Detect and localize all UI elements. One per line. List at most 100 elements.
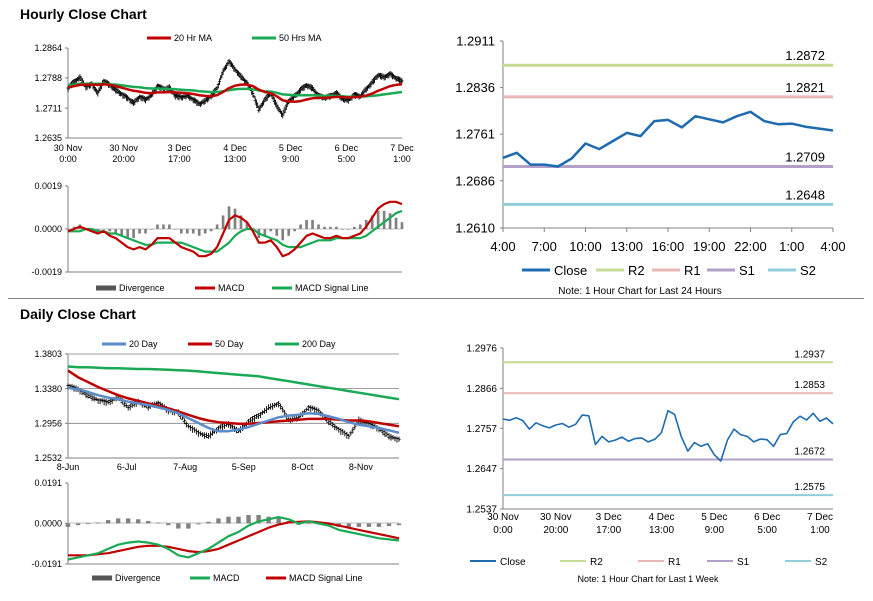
hm-legend-divergence-swatch (96, 285, 116, 291)
wk-level-label-s1: 1.2672 (794, 446, 825, 457)
dp-xtick-label: 7-Aug (173, 462, 197, 472)
hp-ytick-label: 1.2635 (34, 133, 62, 143)
hm-divergence-bar (191, 229, 195, 234)
hm-divergence-bar (245, 222, 249, 229)
dm-divergence-bar (256, 515, 261, 524)
hm-divergence-bar (299, 224, 302, 229)
h24-legend-label-s2: S2 (800, 263, 816, 278)
dp-legend-ma20-label: 20 Day (129, 339, 158, 349)
hm-divergence-bar (281, 229, 285, 241)
h24-close-line (502, 110, 834, 168)
hm-divergence-bar (287, 229, 290, 236)
h24-xtick-label: 19:00 (693, 239, 726, 254)
hm-divergence-bar (358, 224, 362, 229)
dm-divergence-bar (366, 523, 372, 527)
hm-divergence-bar (275, 229, 279, 236)
h24-legend-label-close: Close (554, 263, 587, 278)
dm-divergence-bar (386, 523, 392, 527)
dm-divergence-bar (306, 523, 311, 525)
hm-divergence-bar (114, 229, 118, 234)
hm-macd-line (67, 200, 403, 258)
dm-divergence-bar (396, 523, 402, 526)
dp-legend-ma50-label: 50 Day (215, 339, 244, 349)
hm-divergence-bar (197, 229, 201, 236)
dm-divergence-bar (146, 520, 151, 524)
hm-divergence-bar (168, 224, 171, 229)
wk-xtick-label: 30 Nov (487, 512, 519, 523)
hm-divergence-bar (311, 219, 314, 229)
h24-xtick-label: 13:00 (610, 239, 643, 254)
hm-divergence-bar (215, 224, 219, 229)
wk-xtick-label: 30 Nov (540, 512, 572, 523)
hourly-section-title: Hourly Close Chart (20, 6, 147, 22)
hm-divergence-bar (227, 206, 231, 229)
dm-divergence-bar (356, 523, 362, 527)
wk-legend-label-s2: S2 (815, 557, 828, 568)
hm-legend-macd-label: MACD (218, 283, 245, 293)
hm-divergence-bar (209, 229, 213, 232)
dm-divergence-bar (346, 523, 352, 527)
wk-xtick-label: 7 Dec (807, 512, 833, 523)
dp-ytick-label: 1.3380 (34, 384, 62, 394)
hm-divergence-bar (162, 224, 165, 229)
dm-legend-divergence-label: Divergence (115, 573, 161, 583)
wk-xtick-label: 13:00 (649, 525, 674, 536)
hm-divergence-bar (144, 229, 147, 234)
hm-divergence-bar (323, 226, 326, 229)
hm-divergence-bar (185, 229, 189, 234)
dp-xtick-label: 8-Oct (291, 462, 314, 472)
dp-xtick-label: 6-Jul (117, 462, 137, 472)
dp-legend-ma200-label: 200 Day (302, 339, 336, 349)
hm-divergence-bar (174, 229, 177, 230)
dm-divergence-bar (95, 522, 101, 524)
hm-divergence-bar (102, 229, 106, 230)
wk-level-label-r2: 1.2937 (794, 349, 825, 360)
hp-xtick-label: 20:00 (112, 154, 135, 164)
wk-ytick-label: 1.2757 (466, 424, 497, 435)
wk-legend-label-r2: R2 (590, 557, 603, 568)
hp-xtick-label: 7 Dec (390, 143, 414, 153)
h24-level-label-r2: 1.2872 (785, 48, 825, 63)
hm-divergence-bar (269, 229, 273, 232)
hm-divergence-bar (382, 210, 386, 229)
dm-divergence-bar (105, 520, 111, 524)
dm-divergence-bar (136, 519, 141, 524)
h24-xtick-label: 10:00 (569, 239, 602, 254)
wk-close-line (502, 409, 834, 462)
hp-legend-ma50-swatch (252, 36, 276, 40)
daily-section-title: Daily Close Chart (20, 306, 136, 322)
h24-ytick-label: 1.2686 (455, 173, 495, 188)
dm-ytick-label: 0.0191 (34, 478, 62, 488)
wk-ytick-label: 1.2537 (466, 505, 497, 516)
dp-ma20-line (67, 386, 400, 435)
dm-divergence-bar (166, 523, 171, 526)
hm-divergence-bar (138, 229, 141, 234)
dm-divergence-bar (75, 523, 81, 526)
wk-legend-label-s1: S1 (737, 557, 750, 568)
dm-divergence-bar (176, 523, 181, 529)
hm-divergence-bar (341, 229, 344, 230)
hm-divergence-bar (126, 229, 129, 239)
hm-legend-signal-swatch (272, 286, 292, 290)
hm-ytick-label: 0.0000 (34, 224, 62, 234)
wk-xtick-label: 5 Dec (701, 512, 727, 523)
dm-divergence-bar (115, 518, 121, 524)
dp-xtick-label: 8-Nov (349, 462, 374, 472)
hp-ytick-label: 1.2711 (35, 103, 62, 113)
wk-legend-label-r1: R1 (668, 557, 681, 568)
dm-ytick-label: 0.0000 (34, 519, 62, 529)
wk-xtick-label: 0:00 (493, 525, 513, 536)
dm-divergence-bar (236, 516, 241, 524)
h24-ytick-label: 1.2761 (455, 127, 495, 142)
hm-divergence-bar (233, 208, 237, 229)
dp-ma200-line (67, 365, 400, 401)
wk-xtick-label: 20:00 (543, 525, 568, 536)
hp-xtick-label: 13:00 (224, 154, 247, 164)
dm-legend-macd-label: MACD (213, 573, 240, 583)
h24-xtick-label: 4:00 (820, 239, 845, 254)
wk-legend-label-close: Close (500, 557, 526, 568)
hm-divergence-bar (180, 229, 183, 234)
dm-divergence-bar (125, 518, 131, 524)
hm-divergence-bar (400, 222, 404, 229)
